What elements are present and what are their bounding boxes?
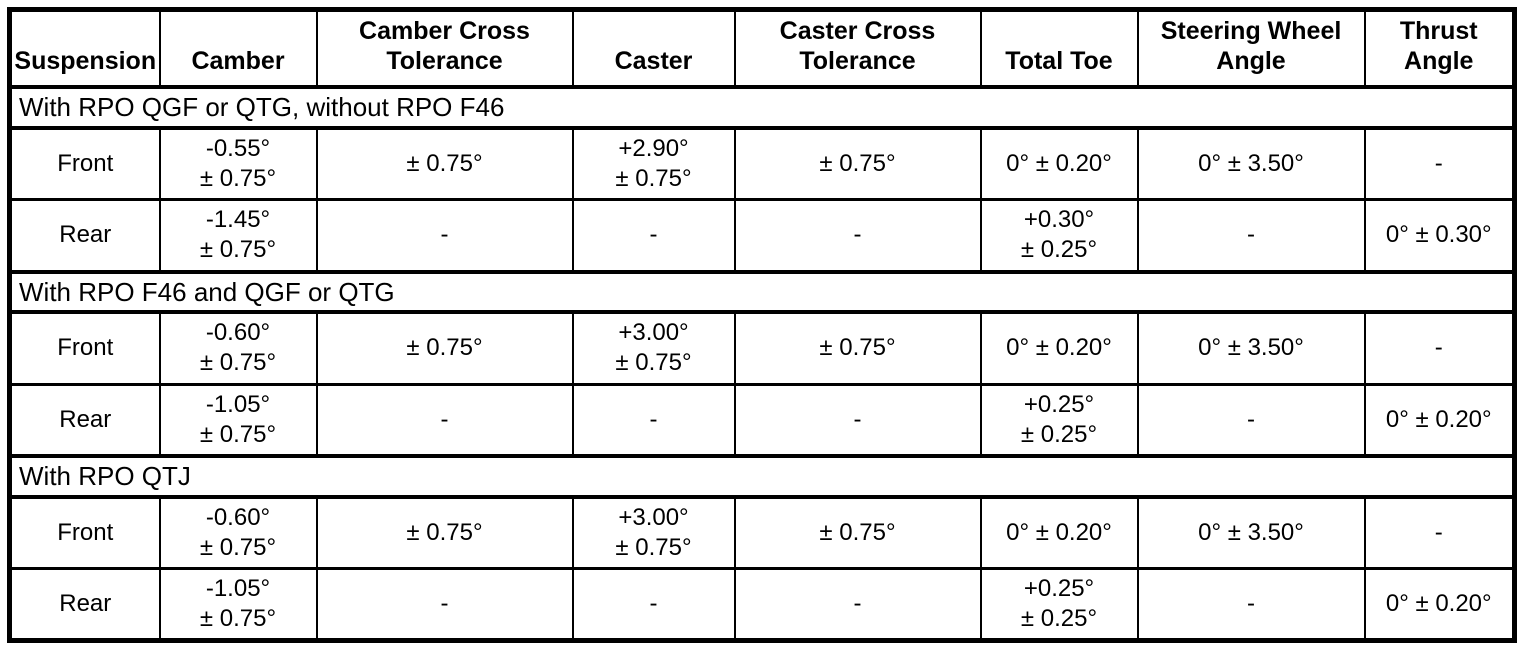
cell-total-toe: +0.25° ± 0.25°: [979, 382, 1139, 458]
cell-caster-cross-tolerance: ± 0.75°: [733, 495, 982, 570]
cell-steering-wheel-angle: -: [1136, 567, 1366, 642]
cell-total-toe: 0° ± 0.20°: [979, 126, 1139, 201]
cell-camber: -0.55° ± 0.75°: [158, 126, 318, 201]
cell-suspension: Front: [8, 126, 161, 201]
section-header-row: With RPO F46 and QGF or QTG: [8, 269, 1516, 314]
cell-camber: -0.60° ± 0.75°: [158, 310, 318, 386]
col-header-camber: Camber: [158, 8, 318, 89]
col-header-camber-cross-tolerance: Camber Cross Tolerance: [315, 8, 574, 89]
cell-camber-cross-tolerance: -: [315, 198, 574, 273]
section-header-row: With RPO QTJ: [8, 454, 1516, 499]
cell-camber: -1.45° ± 0.75°: [158, 198, 318, 273]
cell-thrust-angle: -: [1363, 126, 1516, 201]
cell-thrust-angle: -: [1363, 495, 1516, 570]
cell-caster: +3.00° ± 0.75°: [571, 310, 736, 386]
table-row: Rear -1.05° ± 0.75° - - - +0.25° ± 0.25°…: [8, 567, 1516, 642]
cell-total-toe: +0.30° ± 0.25°: [979, 198, 1139, 273]
col-header-total-toe: Total Toe: [979, 8, 1139, 89]
cell-steering-wheel-angle: 0° ± 3.50°: [1136, 310, 1366, 386]
cell-camber-cross-tolerance: -: [315, 382, 574, 458]
col-header-caster: Caster: [571, 8, 736, 89]
cell-caster-cross-tolerance: -: [733, 567, 982, 642]
cell-thrust-angle: 0° ± 0.30°: [1363, 198, 1516, 273]
cell-steering-wheel-angle: 0° ± 3.50°: [1136, 126, 1366, 201]
cell-thrust-angle: 0° ± 0.20°: [1363, 382, 1516, 458]
cell-caster-cross-tolerance: ± 0.75°: [733, 310, 982, 386]
cell-camber-cross-tolerance: ± 0.75°: [315, 310, 574, 386]
cell-thrust-angle: -: [1363, 310, 1516, 386]
section-title: With RPO F46 and QGF or QTG: [8, 269, 1516, 314]
cell-caster: -: [571, 567, 736, 642]
cell-steering-wheel-angle: -: [1136, 198, 1366, 273]
cell-suspension: Rear: [8, 198, 161, 273]
col-header-caster-cross-tolerance: Caster Cross Tolerance: [733, 8, 982, 89]
cell-caster: -: [571, 198, 736, 273]
cell-camber-cross-tolerance: -: [315, 567, 574, 642]
cell-camber: -0.60° ± 0.75°: [158, 495, 318, 570]
cell-steering-wheel-angle: 0° ± 3.50°: [1136, 495, 1366, 570]
cell-total-toe: 0° ± 0.20°: [979, 310, 1139, 386]
table-row: Front -0.60° ± 0.75° ± 0.75° +3.00° ± 0.…: [8, 495, 1516, 570]
cell-suspension: Front: [8, 310, 161, 386]
table-row: Front -0.55° ± 0.75° ± 0.75° +2.90° ± 0.…: [8, 126, 1516, 201]
cell-camber-cross-tolerance: ± 0.75°: [315, 126, 574, 201]
table-row: Rear -1.05° ± 0.75° - - - +0.25° ± 0.25°…: [8, 382, 1516, 458]
cell-thrust-angle: 0° ± 0.20°: [1363, 567, 1516, 642]
cell-total-toe: 0° ± 0.20°: [979, 495, 1139, 570]
cell-camber: -1.05° ± 0.75°: [158, 382, 318, 458]
cell-suspension: Front: [8, 495, 161, 570]
cell-caster: +3.00° ± 0.75°: [571, 495, 736, 570]
col-header-suspension: Suspension: [8, 8, 161, 89]
cell-steering-wheel-angle: -: [1136, 382, 1366, 458]
wheel-alignment-spec-table: Suspension Camber Camber Cross Tolerance…: [7, 7, 1517, 643]
cell-total-toe: +0.25° ± 0.25°: [979, 567, 1139, 642]
cell-camber: -1.05° ± 0.75°: [158, 567, 318, 642]
cell-caster-cross-tolerance: -: [733, 382, 982, 458]
cell-caster: +2.90° ± 0.75°: [571, 126, 736, 201]
cell-caster-cross-tolerance: -: [733, 198, 982, 273]
section-header-row: With RPO QGF or QTG, without RPO F46: [8, 85, 1516, 130]
table-row: Rear -1.45° ± 0.75° - - - +0.30° ± 0.25°…: [8, 198, 1516, 273]
col-header-thrust-angle: Thrust Angle: [1363, 8, 1516, 89]
col-header-steering-wheel-angle: Steering Wheel Angle: [1136, 8, 1366, 89]
cell-caster-cross-tolerance: ± 0.75°: [733, 126, 982, 201]
cell-camber-cross-tolerance: ± 0.75°: [315, 495, 574, 570]
cell-suspension: Rear: [8, 567, 161, 642]
section-title: With RPO QGF or QTG, without RPO F46: [8, 85, 1516, 130]
cell-suspension: Rear: [8, 382, 161, 458]
cell-caster: -: [571, 382, 736, 458]
table-row: Front -0.60° ± 0.75° ± 0.75° +3.00° ± 0.…: [8, 310, 1516, 386]
header-row: Suspension Camber Camber Cross Tolerance…: [8, 8, 1516, 89]
section-title: With RPO QTJ: [8, 454, 1516, 499]
